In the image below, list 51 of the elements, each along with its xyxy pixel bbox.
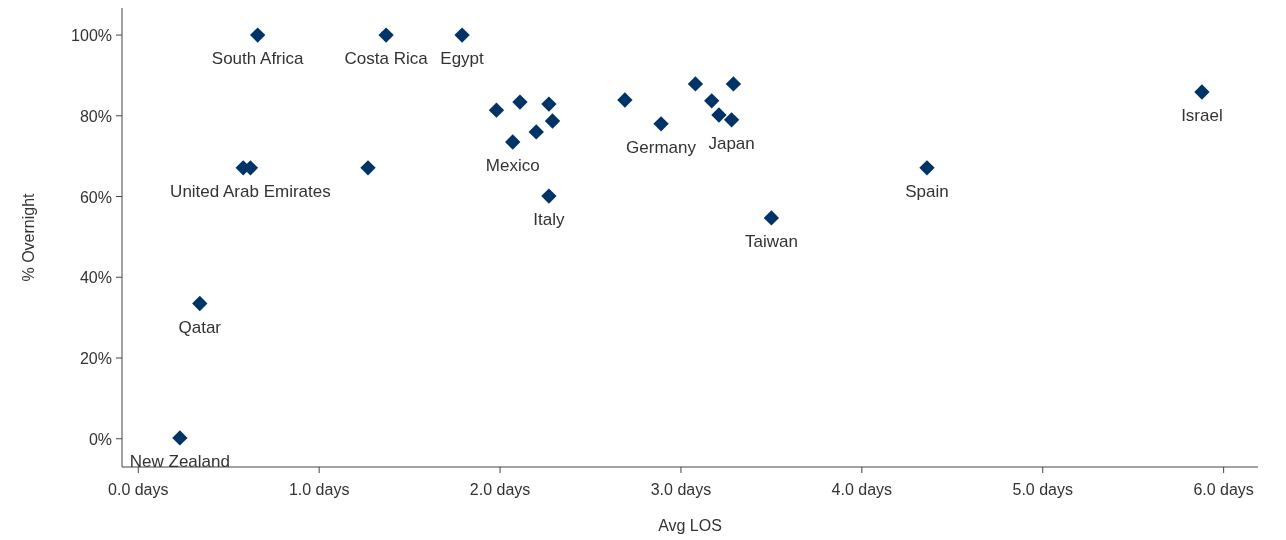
point: [617, 92, 633, 108]
point: [454, 27, 470, 43]
annotation: United Arab Emirates: [170, 181, 331, 201]
x-tick-label: 3.0 days: [650, 481, 712, 498]
point: [512, 94, 528, 110]
point: [250, 27, 266, 43]
point: [360, 160, 376, 176]
y-tick-label: 0%: [88, 430, 112, 448]
point: [541, 188, 557, 204]
annotation: Japan: [708, 133, 755, 153]
y-tick-label: 60%: [79, 188, 112, 206]
point: [378, 27, 394, 43]
x-tick-label: 2.0 days: [469, 481, 531, 498]
annotation: Taiwan: [744, 231, 798, 251]
point: [488, 102, 505, 118]
annotation: Egypt: [440, 49, 485, 69]
x-axis-title: Avg LOS: [658, 517, 722, 534]
point: [725, 76, 742, 92]
point: [505, 134, 521, 150]
point: [711, 107, 727, 123]
point: [763, 210, 780, 226]
annotation: Mexico: [485, 156, 540, 176]
point: [653, 116, 669, 132]
point: [172, 430, 188, 446]
point: [1194, 84, 1210, 100]
annotation: Costa Rica: [344, 49, 429, 69]
point: [723, 112, 740, 128]
y-tick-label: 80%: [79, 107, 112, 125]
x-tick-label: 0.0 days: [108, 481, 169, 498]
x-tick-label: 5.0 days: [1012, 481, 1073, 498]
point: [919, 160, 935, 176]
y-axis-title: % Overnight: [20, 192, 37, 282]
point: [704, 93, 720, 109]
annotation: Italy: [533, 210, 565, 230]
x-tick-label: 1.0 days: [288, 481, 350, 498]
annotation: Israel: [1181, 105, 1223, 125]
point: [192, 295, 208, 312]
y-tick-label: 40%: [79, 269, 112, 287]
point: [528, 124, 544, 140]
point: [687, 76, 704, 92]
point: [544, 113, 561, 129]
annotation: South Africa: [211, 49, 305, 69]
x-tick-label: 6.0 days: [1193, 481, 1254, 498]
annotation: Qatar: [178, 317, 222, 337]
x-tick-label: 4.0 days: [831, 481, 893, 498]
y-tick-label: 100%: [71, 27, 112, 45]
annotation: Spain: [905, 181, 949, 201]
point: [541, 96, 557, 112]
annotation: Germany: [626, 137, 697, 157]
y-tick-label: 20%: [79, 350, 112, 367]
annotation: New Zealand: [129, 451, 230, 471]
